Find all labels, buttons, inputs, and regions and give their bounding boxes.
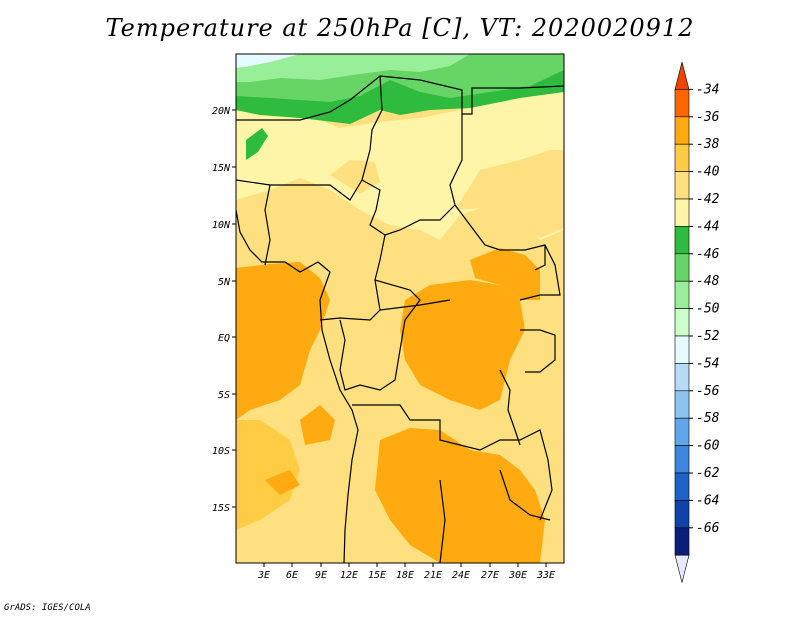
lon-label: 21E <box>424 570 442 581</box>
colorbar-label: -36 <box>696 110 720 125</box>
lat-label: 15S <box>212 503 230 514</box>
colorbar-swatch <box>674 527 690 556</box>
colorbar-swatch <box>674 280 690 309</box>
colorbar-label: -62 <box>696 466 720 481</box>
band-minus48 <box>236 54 470 82</box>
colorbar-swatch <box>674 143 690 172</box>
colorbar-bottom-arrow <box>674 554 690 583</box>
lon-label: 33E <box>536 570 555 581</box>
lat-label: 10S <box>212 446 230 457</box>
colorbar-swatch <box>674 308 690 337</box>
lat-label: 20N <box>212 106 231 117</box>
colorbar-swatch <box>674 89 690 118</box>
colorbar-swatch <box>674 253 690 282</box>
lat-label: 15N <box>212 163 231 174</box>
band-minus50 <box>236 54 300 68</box>
colorbar-swatch <box>674 198 690 227</box>
temperature-field <box>236 54 564 563</box>
colorbar: -34 -36 -38 -40 -42 -44 -46 -48 -50 -52 -54 -56 -58 -… <box>674 61 720 583</box>
colorbar-swatch <box>674 363 690 392</box>
colorbar-label: -48 <box>696 274 720 289</box>
lon-label: 3E <box>257 570 270 581</box>
colorbar-swatch <box>674 500 690 529</box>
colorbar-swatch <box>674 445 690 474</box>
map-title: Temperature at 250hPa [C], VT: 202002091… <box>105 14 695 42</box>
colorbar-swatch <box>674 116 690 145</box>
lat-label: 5N <box>218 277 231 288</box>
colorbar-swatch <box>674 390 690 419</box>
longitude-axis: 3E 6E 9E 12E 15E 18E 21E 24E 27E 30E 33E <box>257 563 555 581</box>
band-minus38-west <box>236 262 330 420</box>
colorbar-swatch <box>674 335 690 364</box>
colorbar-label: -34 <box>696 82 719 97</box>
lat-label: EQ <box>218 333 230 344</box>
credit-label: GrADS: IGES/COLA <box>4 603 91 613</box>
colorbar-label: -60 <box>696 439 720 454</box>
lon-label: 15E <box>368 570 386 581</box>
colorbar-label: -46 <box>696 247 720 262</box>
lon-label: 6E <box>286 570 298 581</box>
colorbar-swatch <box>674 472 690 501</box>
lon-label: 24E <box>452 570 470 581</box>
colorbar-label: -58 <box>696 411 720 426</box>
colorbar-label: -56 <box>696 384 720 399</box>
lat-label: 5S <box>218 390 230 401</box>
colorbar-label: -52 <box>696 329 720 344</box>
lat-label: 10N <box>212 220 231 231</box>
map-frame <box>235 53 565 564</box>
colorbar-swatch <box>674 417 690 446</box>
band-minus38-central <box>400 280 525 410</box>
colorbar-swatch <box>674 226 690 255</box>
lon-label: 18E <box>396 570 414 581</box>
colorbar-label: -40 <box>696 165 720 180</box>
colorbar-label: -50 <box>696 302 720 317</box>
lon-label: 30E <box>508 570 527 581</box>
band-minus38-south <box>375 428 545 563</box>
colorbar-label: -42 <box>696 192 720 207</box>
colorbar-label: -38 <box>696 137 720 152</box>
colorbar-top-arrow <box>674 61 690 90</box>
lon-label: 27E <box>481 570 499 581</box>
lon-label: 12E <box>340 570 358 581</box>
country-boundaries <box>236 75 564 563</box>
colorbar-label: -54 <box>696 356 719 371</box>
colorbar-label: -64 <box>696 493 719 508</box>
colorbar-label: -66 <box>696 521 720 536</box>
colorbar-swatch <box>674 171 690 200</box>
latitude-axis: 20N 15N 10N 5N EQ 5S 10S 15S <box>212 106 236 514</box>
lon-label: 9E <box>315 570 327 581</box>
colorbar-label: -44 <box>696 219 719 234</box>
